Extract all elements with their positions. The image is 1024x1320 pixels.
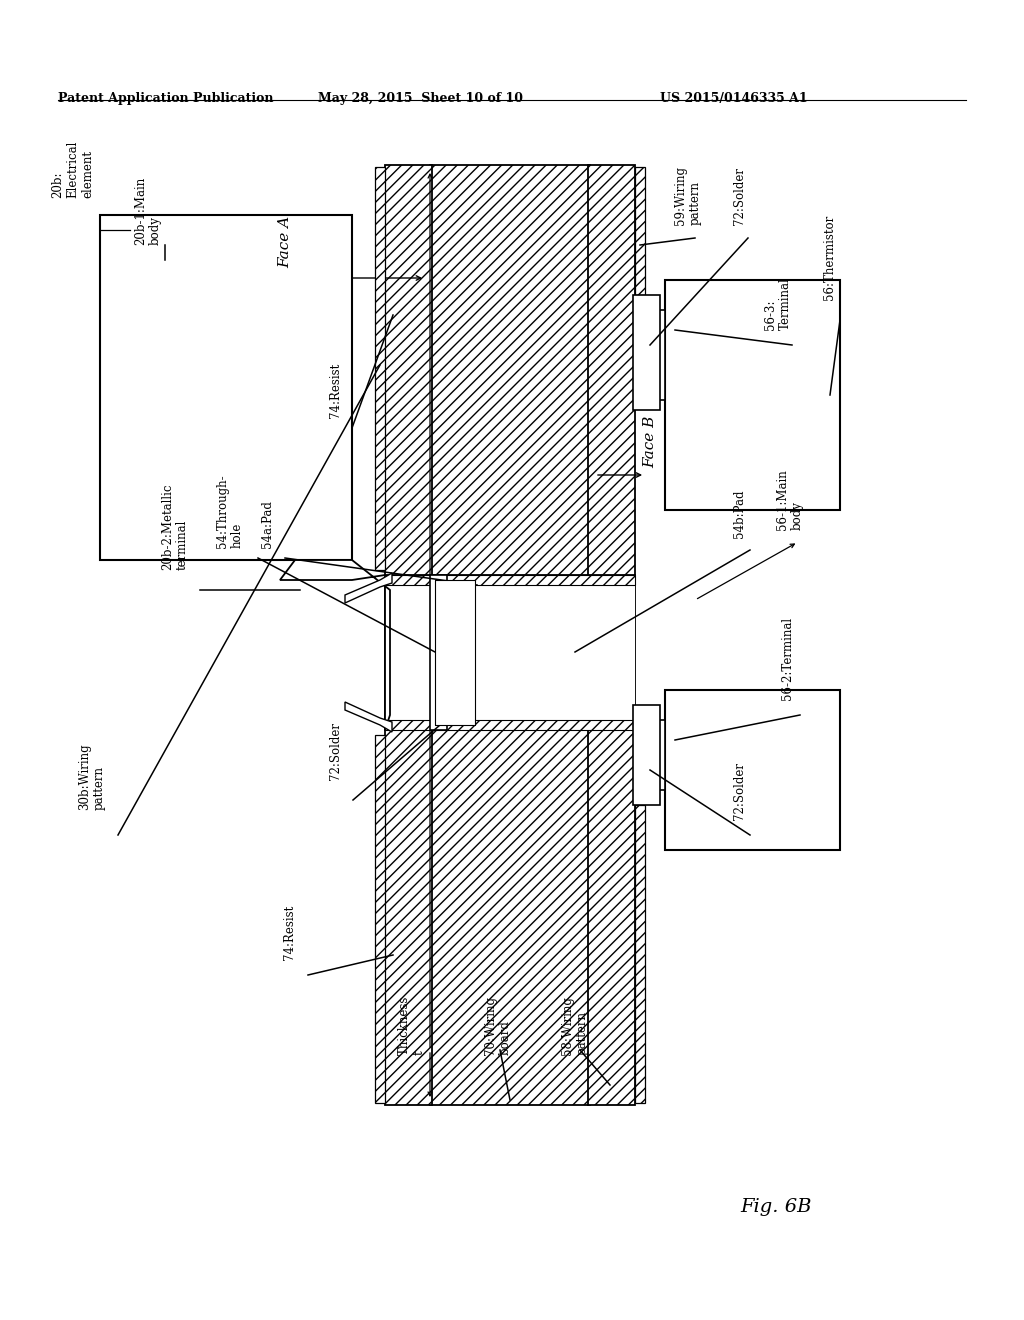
Text: 70:Wiring
board: 70:Wiring board xyxy=(484,997,512,1055)
Text: 54:Through-
hole: 54:Through- hole xyxy=(216,474,244,548)
Text: 72:Solder: 72:Solder xyxy=(733,762,746,820)
Bar xyxy=(635,805,645,1104)
Text: 56-1:Main
body: 56-1:Main body xyxy=(776,469,804,531)
Text: Thickness
t: Thickness t xyxy=(398,995,426,1055)
Bar xyxy=(430,165,590,1105)
Text: 59:Wiring
pattern: 59:Wiring pattern xyxy=(674,166,702,224)
Bar xyxy=(385,576,635,585)
Bar xyxy=(635,719,665,789)
Text: May 28, 2015  Sheet 10 of 10: May 28, 2015 Sheet 10 of 10 xyxy=(318,92,523,106)
Text: 20b-2:Metallic
terminal: 20b-2:Metallic terminal xyxy=(161,483,189,570)
Bar xyxy=(635,168,645,294)
Bar xyxy=(665,280,840,510)
Text: US 2015/0146335 A1: US 2015/0146335 A1 xyxy=(660,92,808,106)
Bar xyxy=(385,576,635,730)
Text: 54b:Pad: 54b:Pad xyxy=(733,490,746,539)
Text: 56-3:
Terminal: 56-3: Terminal xyxy=(764,277,792,330)
Bar xyxy=(633,705,660,805)
Text: 30b:Wiring
pattern: 30b:Wiring pattern xyxy=(78,743,106,810)
Text: 72:Solder: 72:Solder xyxy=(733,168,746,224)
Bar xyxy=(665,690,840,850)
Bar xyxy=(375,168,385,570)
Bar xyxy=(588,165,635,1105)
Text: 74:Resist: 74:Resist xyxy=(284,904,297,960)
Bar xyxy=(435,579,475,725)
Polygon shape xyxy=(345,702,392,733)
Text: 58:Wiring
pattern: 58:Wiring pattern xyxy=(561,997,589,1055)
Text: 74:Resist: 74:Resist xyxy=(329,363,341,418)
Bar xyxy=(633,294,660,411)
Bar xyxy=(385,719,635,730)
Text: Patent Application Publication: Patent Application Publication xyxy=(58,92,273,106)
Bar xyxy=(385,165,432,1105)
Bar xyxy=(430,576,447,730)
Text: 20b-1:Main
body: 20b-1:Main body xyxy=(134,177,162,246)
Text: 56-2:Terminal: 56-2:Terminal xyxy=(781,616,795,700)
Bar xyxy=(375,735,385,1104)
Text: Fig. 6B: Fig. 6B xyxy=(740,1199,811,1216)
Bar xyxy=(635,310,665,400)
Bar xyxy=(100,215,352,560)
Text: Face B: Face B xyxy=(643,416,657,469)
Text: 20b:
Electrical
element: 20b: Electrical element xyxy=(51,141,94,198)
Text: Face A: Face A xyxy=(278,216,292,268)
Polygon shape xyxy=(345,573,392,603)
Text: 72:Solder: 72:Solder xyxy=(329,722,341,780)
Text: 54a:Pad: 54a:Pad xyxy=(261,500,274,548)
Text: 56:Thermistor: 56:Thermistor xyxy=(823,215,837,300)
Polygon shape xyxy=(280,560,390,730)
